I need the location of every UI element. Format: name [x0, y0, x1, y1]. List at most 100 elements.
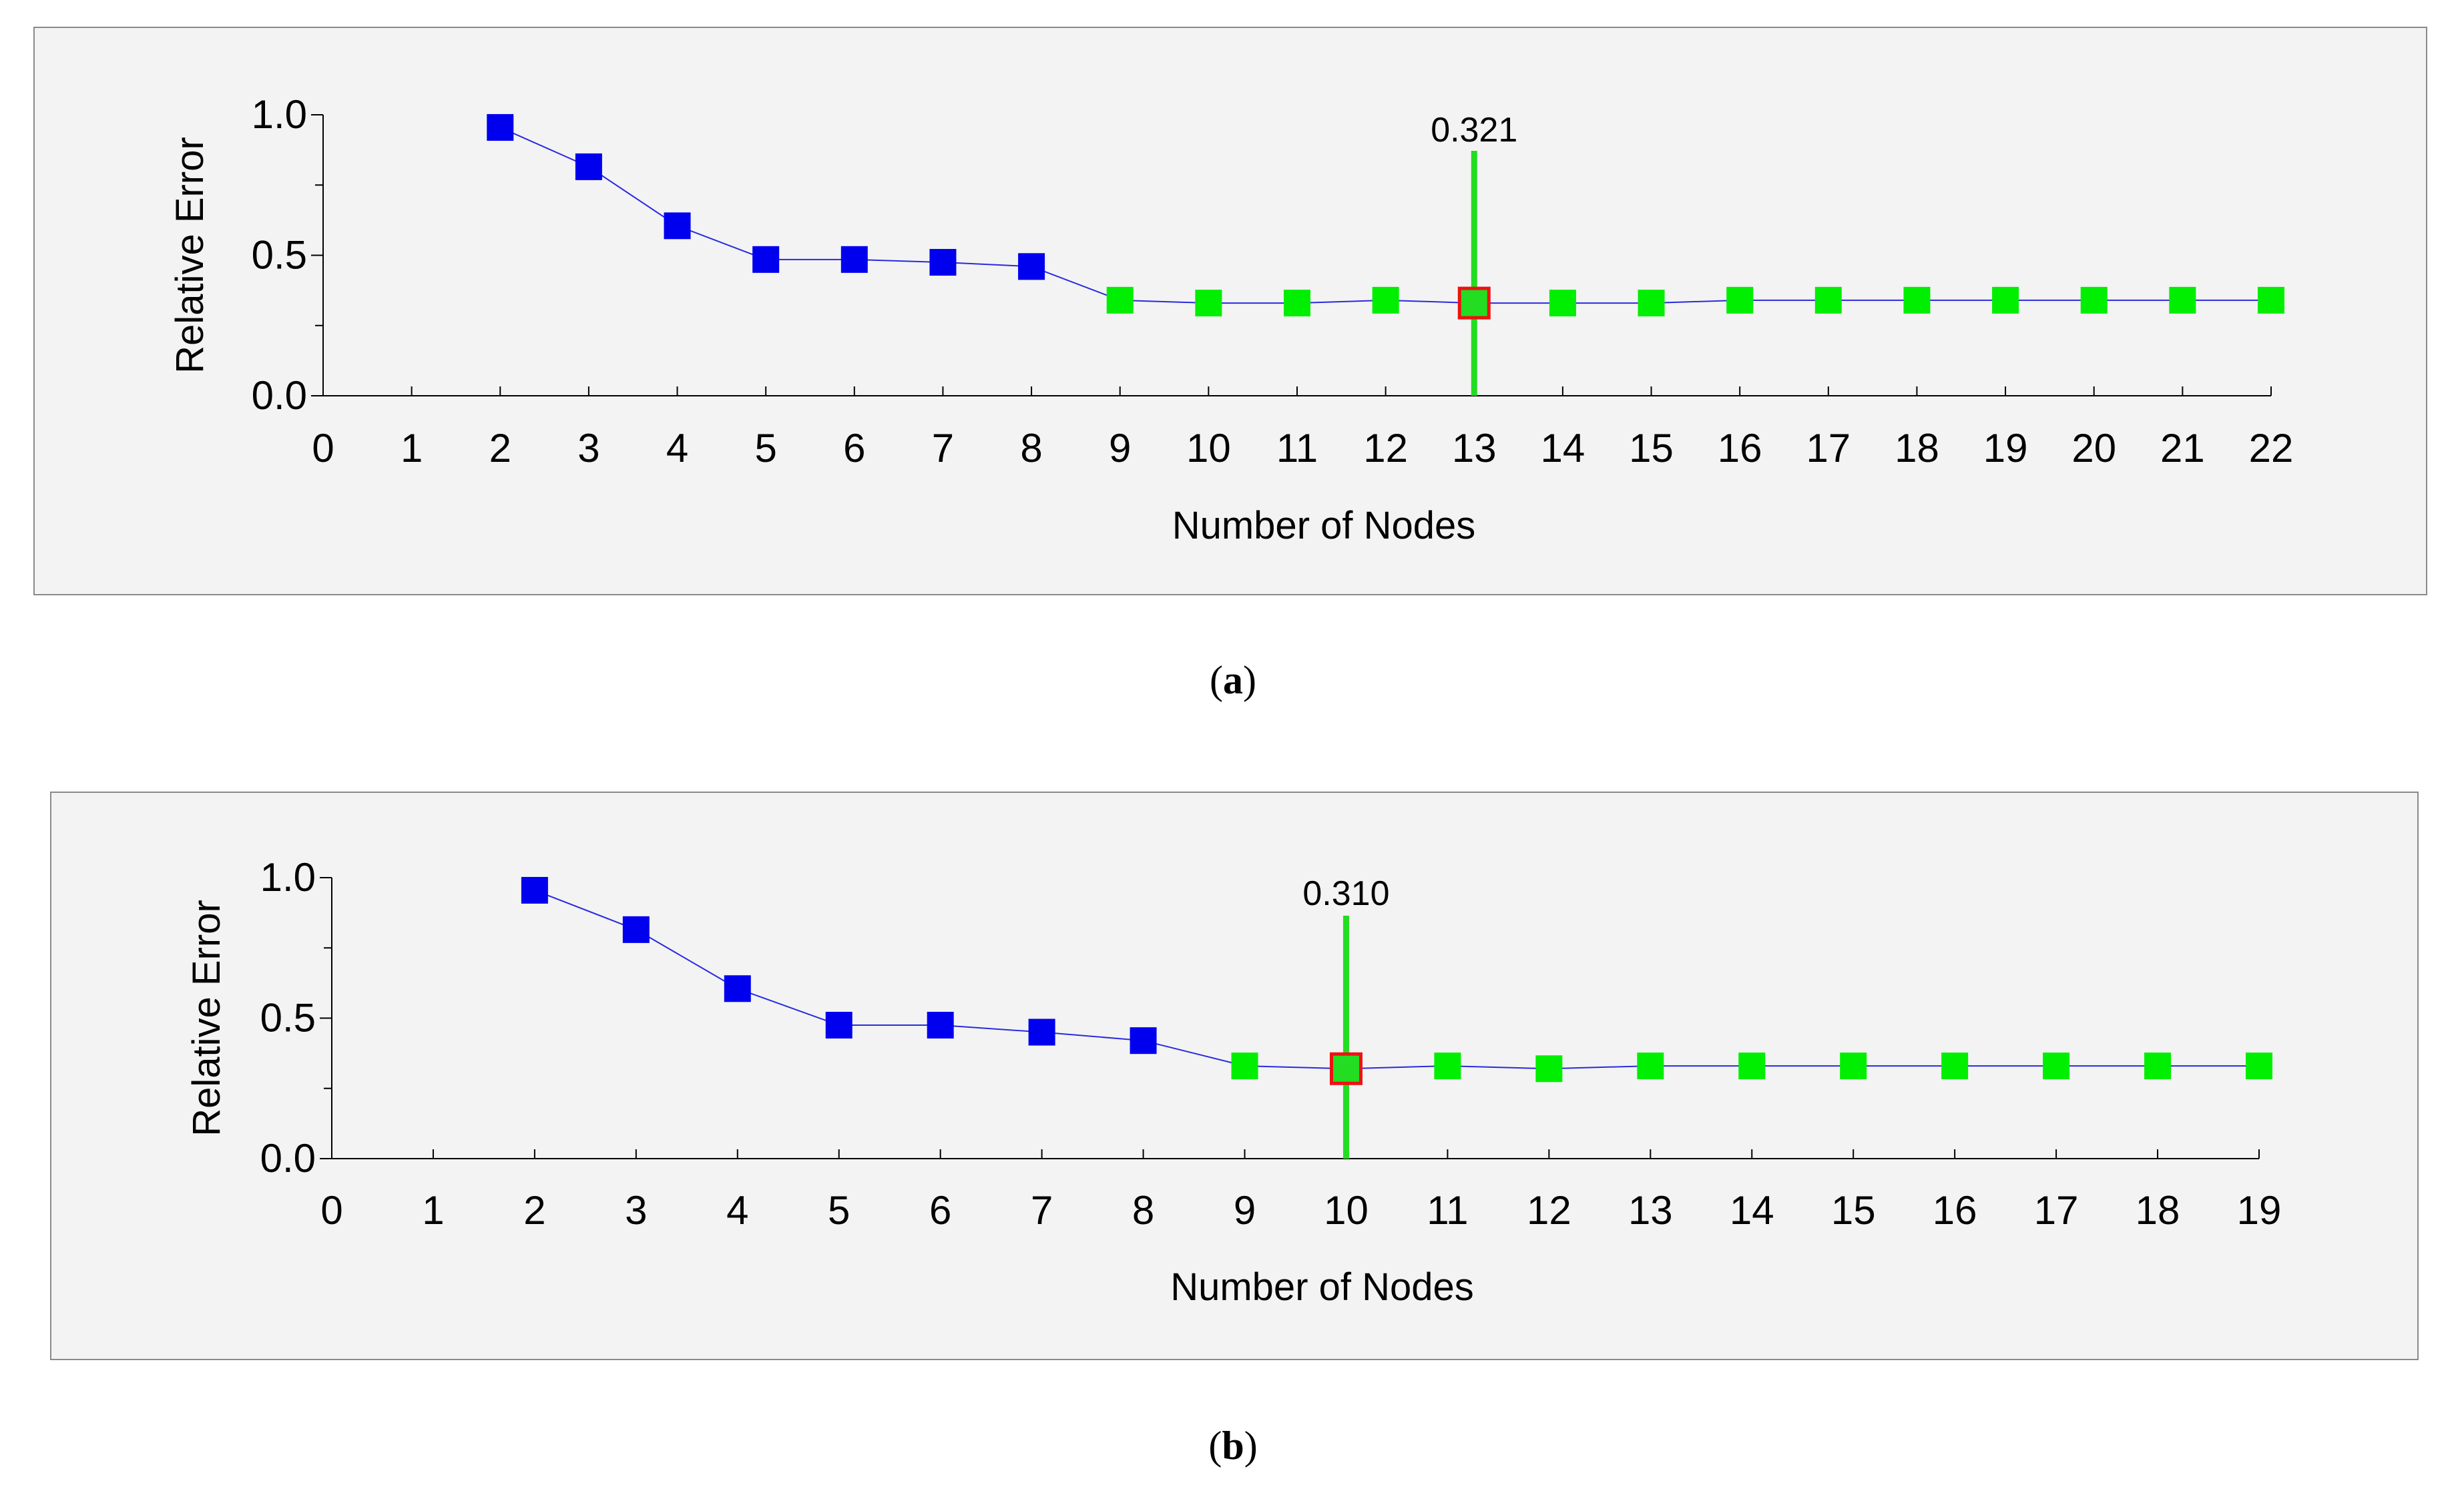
- chart-a-x-tick-label: 19: [1983, 426, 2028, 471]
- chart-a-cursor-value-label: 0.321: [1431, 111, 1517, 149]
- chart-a-x-tick-label: 14: [1541, 426, 1585, 471]
- chart-a-data-point: [575, 153, 602, 180]
- chart-b-x-tick-label: 7: [1031, 1188, 1053, 1233]
- chart-b-x-tick-label: 13: [1628, 1188, 1673, 1233]
- chart-a-data-point: [929, 249, 957, 276]
- chart-b-data-point: [825, 1012, 852, 1039]
- chart-b-x-tick-label: 8: [1132, 1188, 1154, 1233]
- chart-a-x-tick-label: 21: [2160, 426, 2205, 471]
- chart-a-data-point: [1284, 290, 1310, 317]
- chart-b-x-tick-label: 17: [2034, 1188, 2079, 1233]
- chart-a-x-tick-label: 15: [1629, 426, 1674, 471]
- chart-b-data-point: [1941, 1053, 1969, 1080]
- chart-b-data-point: [1130, 1027, 1157, 1055]
- chart-b-data-point: [1535, 1055, 1563, 1083]
- chart-b-data-point: [2043, 1053, 2070, 1080]
- chart-a-data-point: [664, 212, 691, 240]
- chart-a-x-tick-label: 3: [577, 426, 599, 471]
- chart-b-x-tick-label: 5: [828, 1188, 850, 1233]
- chart-a-data-point: [1549, 290, 1576, 317]
- chart-b-data-point: [1637, 1053, 1664, 1080]
- chart-a-data-point: [1018, 253, 1045, 280]
- chart-b-x-tick-label: 9: [1234, 1188, 1256, 1233]
- chart-b-x-tick-label: 6: [929, 1188, 951, 1233]
- chart-panel-a: 0.0 0.5 1.0 0 1 2 3 4 5 6 7 8 9 10 11 12 13 14 15 16 17 18 19 2…: [33, 27, 2427, 595]
- chart-a-data-point: [1903, 286, 1931, 314]
- chart-a-y-axis-title: Relative Error: [168, 137, 212, 374]
- chart-a-data-point: [1372, 286, 1399, 314]
- chart-a-x-tick-label: 5: [754, 426, 776, 471]
- chart-a-y-tick-label: 0.5: [252, 233, 307, 278]
- chart-b-x-tick-label: 2: [523, 1188, 545, 1233]
- chart-b-cursor-value-label: 0.310: [1302, 874, 1389, 913]
- chart-a-x-tick-label: 16: [1718, 426, 1762, 471]
- chart-a-x-axis-title: Number of Nodes: [1172, 504, 1476, 547]
- chart-a-data-point: [752, 246, 780, 273]
- chart-b-data-point: [927, 1012, 954, 1039]
- chart-b-x-tick-label: 12: [1527, 1188, 1571, 1233]
- chart-b-svg: 0.00.51.00 1 2 3 4 5 6 7 8 9 10 11 12 13 14 15 16 17 18 19N…: [185, 855, 2282, 1309]
- chart-b-x-tick-label: 3: [625, 1188, 647, 1233]
- chart-a-selected-point: [1457, 286, 1491, 320]
- chart-a-x-tick-label: 0: [312, 426, 334, 471]
- chart-a-x-tick-label: 13: [1452, 426, 1497, 471]
- chart-b-data-point: [521, 876, 548, 904]
- chart-b-x-tick-label: 14: [1730, 1188, 1774, 1233]
- chart-a-x-tick-label: 11: [1276, 426, 1318, 471]
- chart-a-x-tick-label: 6: [843, 426, 865, 471]
- chart-b-x-tick-label: 15: [1831, 1188, 1876, 1233]
- chart-a-x-tick-label: 7: [932, 426, 954, 471]
- chart-a-data-point: [1638, 290, 1665, 317]
- chart-panel-b: 0.0 0.5 1.0 0 1 2 3 4 5 6 7 8 9 10 11 12 13 14 15 16 17 18 19 N…: [50, 792, 2419, 1360]
- chart-b-data-point: [622, 916, 650, 943]
- chart-a-svg: 0.00.51.00 1 2 3 4 5 6 7 8 9 10 11 12 13 14 15 16 17 18 19 2…: [168, 92, 2294, 547]
- chart-a-x-tick-label: 12: [1363, 426, 1408, 471]
- chart-b-x-tick-label: 18: [2136, 1188, 2180, 1233]
- chart-b-series-line: [534, 890, 2259, 1070]
- chart-b-data-point: [1738, 1053, 1766, 1080]
- chart-b-y-axis-title: Relative Error: [185, 900, 228, 1137]
- chart-a-data-point: [2258, 286, 2284, 314]
- chart-b-y-tick-label: 1.0: [260, 855, 316, 900]
- chart-b-x-tick-label: 0: [320, 1188, 342, 1233]
- caption-a-letter: a: [1223, 658, 1243, 702]
- chart-b-data-point: [724, 975, 751, 1002]
- chart-a-data-point: [1814, 286, 1842, 314]
- chart-a-y-tick-label: 1.0: [252, 92, 307, 137]
- chart-b-x-tick-label: 19: [2237, 1188, 2282, 1233]
- chart-a-x-tick-label: 1: [401, 426, 423, 471]
- chart-b-data-point: [1231, 1053, 1258, 1080]
- chart-b-y-tick-label: 0.0: [260, 1136, 316, 1181]
- chart-a-data-point: [1726, 286, 1754, 314]
- chart-b-x-tick-label: 16: [1933, 1188, 1977, 1233]
- chart-b-data-point: [1028, 1018, 1055, 1046]
- caption-a: (a): [1210, 658, 1256, 702]
- chart-b-selected-point: [1329, 1052, 1363, 1085]
- chart-b-x-tick-label: 1: [422, 1188, 444, 1233]
- chart-a-data-point: [2080, 286, 2108, 314]
- chart-b-x-axis-title: Number of Nodes: [1170, 1265, 1474, 1309]
- chart-b-y-tick-label: 0.5: [260, 996, 316, 1040]
- chart-a-data-point: [1195, 290, 1222, 317]
- chart-b-x-tick-label: 10: [1324, 1188, 1369, 1233]
- chart-a-data-point: [2169, 286, 2196, 314]
- chart-b-x-tick-label: 4: [726, 1188, 748, 1233]
- chart-a-x-tick-label: 9: [1109, 426, 1131, 471]
- chart-b-data-point: [1434, 1053, 1461, 1080]
- caption-b: (b): [1208, 1424, 1258, 1468]
- chart-b-data-point: [2246, 1053, 2272, 1080]
- chart-a-x-tick-label: 10: [1186, 426, 1231, 471]
- chart-a-x-tick-label: 2: [489, 426, 511, 471]
- chart-a-series-line: [499, 127, 2271, 304]
- chart-a-x-tick-label: 20: [2071, 426, 2116, 471]
- chart-a-x-tick-label: 18: [1895, 426, 1939, 471]
- chart-a-data-point: [1106, 286, 1134, 314]
- chart-a-x-tick-label: 22: [2249, 426, 2294, 471]
- chart-a-data-point: [1992, 286, 2019, 314]
- chart-a-y-tick-label: 0.0: [252, 373, 307, 418]
- chart-b-data-point: [1840, 1053, 1867, 1080]
- chart-b-x-tick-label: 11: [1427, 1188, 1468, 1233]
- chart-b-data-point: [2144, 1053, 2172, 1080]
- chart-a-data-point: [487, 113, 514, 141]
- chart-a-x-tick-label: 17: [1806, 426, 1851, 471]
